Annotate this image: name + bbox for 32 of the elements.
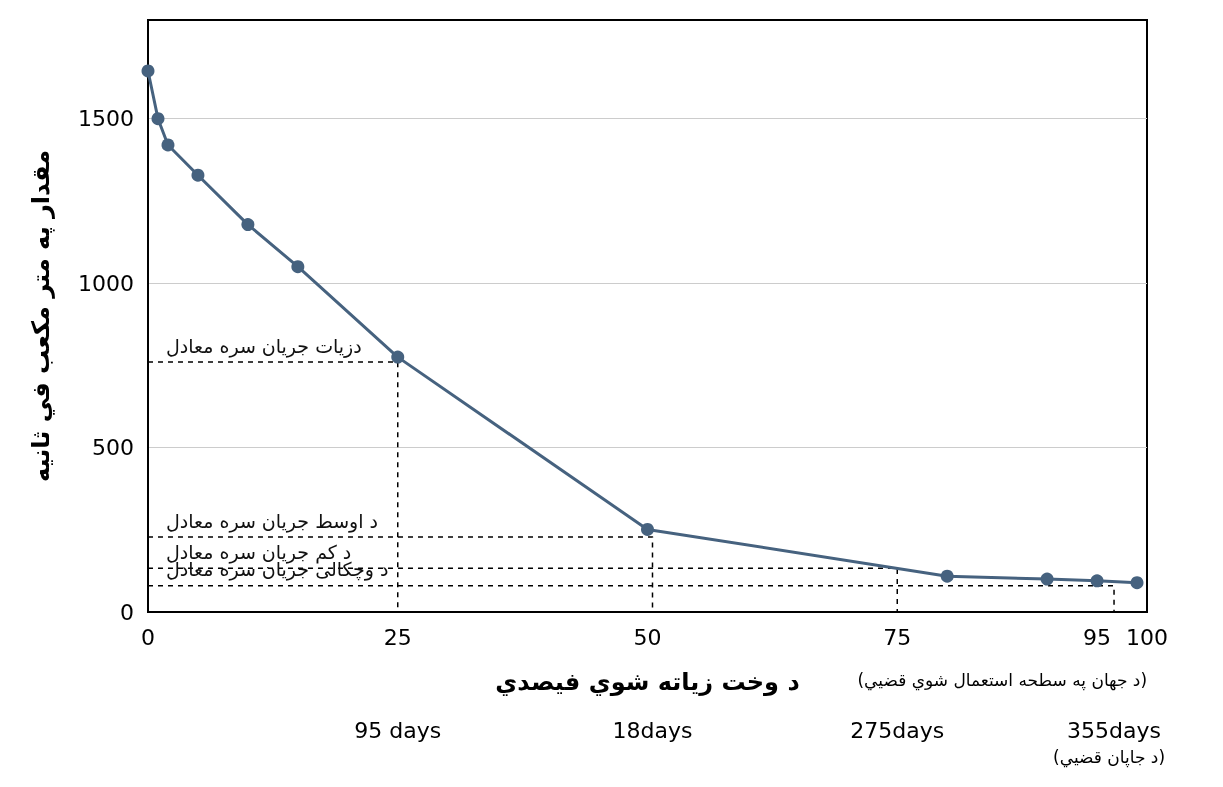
x-tick-label: 25 <box>383 624 412 650</box>
text: 275days <box>850 717 945 743</box>
y-axis-title: مقدار په متر مکعب في ثانیه <box>27 149 55 483</box>
text: 95 days <box>354 717 442 743</box>
series-label: دزيات جريان سره معادل <box>166 334 362 358</box>
y-tick-label: 1000 <box>78 270 134 296</box>
point <box>241 218 255 232</box>
point <box>291 260 305 274</box>
text: (د جاپان قضيي) <box>1053 746 1166 768</box>
point <box>641 522 654 536</box>
text: (د جهان په سطحه استعمال شوي قضيي) <box>857 669 1148 691</box>
x-tick-label: 50 <box>633 624 662 650</box>
point <box>391 350 405 364</box>
y-tick-label: 0 <box>120 599 134 625</box>
x-axis-title: د وخت زیاته شوي فیصدي <box>495 668 800 696</box>
text: 18days <box>612 717 693 743</box>
x-tick-label: 75 <box>883 624 912 650</box>
point <box>1090 574 1104 588</box>
x-tick-label: 95 <box>1083 624 1112 650</box>
y-tick-label: 1500 <box>78 106 134 132</box>
point <box>151 112 165 126</box>
x-tick-label: 100 <box>1126 624 1168 650</box>
point <box>940 569 954 583</box>
point <box>141 64 155 78</box>
point <box>1130 576 1144 590</box>
text: 355days <box>1067 717 1161 743</box>
y-tick-label: 500 <box>92 435 134 461</box>
point <box>191 168 205 182</box>
series-label: د اوسط جريان سره معادل <box>166 509 379 533</box>
point <box>161 138 175 152</box>
point <box>1040 572 1054 586</box>
x-tick-label: 0 <box>141 624 155 650</box>
